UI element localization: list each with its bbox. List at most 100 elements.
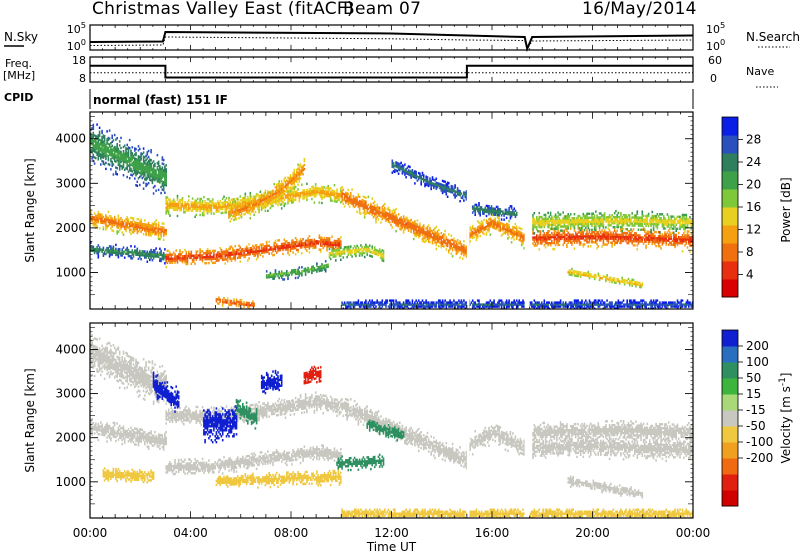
power-cell [151, 177, 154, 181]
power-cell [125, 153, 127, 156]
power-cell [233, 198, 235, 201]
power-cell [436, 230, 439, 233]
power-cell [260, 202, 263, 205]
power-cell [439, 237, 441, 240]
power-cell [245, 247, 248, 250]
power-cell [509, 205, 512, 208]
power-cell [250, 246, 253, 250]
power-cell [427, 234, 430, 237]
power-cell [319, 267, 322, 270]
power-cell [166, 253, 169, 257]
power-cell [165, 200, 167, 203]
power-cell [254, 210, 257, 214]
power-cell [164, 167, 166, 170]
power-cell [235, 201, 238, 205]
power-cell [333, 196, 336, 199]
power-cell [603, 243, 606, 246]
power-cell [494, 219, 497, 222]
power-cell [569, 233, 572, 236]
power-cell [602, 243, 605, 246]
power-cell [238, 201, 240, 204]
power-cell [645, 232, 647, 235]
power-cell [306, 243, 308, 246]
power-cell [455, 252, 458, 256]
power-cell [102, 140, 105, 143]
power-cell [199, 205, 201, 209]
power-cell [237, 201, 239, 204]
power-cell [223, 195, 225, 198]
power-cell [443, 180, 445, 183]
power-cell [449, 188, 451, 191]
power-cell [157, 164, 160, 167]
power-cell [298, 172, 301, 175]
power-cell [169, 251, 171, 254]
power-cell [179, 255, 181, 258]
power-cell [598, 239, 601, 242]
power-cell [494, 207, 497, 210]
power-cell [98, 130, 101, 133]
power-cell [186, 209, 189, 212]
power-cell [293, 168, 296, 172]
power-cell [275, 197, 278, 200]
power-cell [520, 233, 523, 237]
power-cell [332, 241, 335, 244]
power-cell [547, 232, 549, 235]
power-cell [176, 257, 179, 260]
power-cell [392, 216, 395, 220]
power-cell [441, 244, 444, 247]
power-cell [415, 172, 417, 176]
power-cell [566, 227, 568, 230]
power-cell [108, 255, 111, 258]
power-cell [335, 259, 337, 262]
power-cell [431, 236, 434, 239]
power-cell [139, 175, 141, 179]
power-cell [314, 240, 317, 243]
power-cell [585, 235, 587, 238]
power-cell [144, 219, 146, 222]
power-cell [239, 250, 242, 253]
power-cell [333, 241, 336, 245]
power-cell [108, 145, 111, 148]
power-cell [322, 266, 324, 270]
power-cell [229, 206, 231, 209]
power-cell [297, 250, 299, 254]
power-cell [434, 183, 436, 186]
power-cell [347, 249, 350, 253]
power-cell [587, 241, 590, 244]
power-cell [171, 261, 174, 264]
power-cell [318, 187, 321, 190]
power-cell [513, 232, 515, 235]
power-cell [284, 196, 287, 199]
power-cell [500, 228, 503, 231]
power-cell [233, 253, 235, 256]
power-cell [140, 164, 142, 167]
power-cell [92, 143, 95, 147]
power-cell [156, 162, 159, 165]
power-cell [401, 168, 404, 171]
power-cell [434, 241, 436, 244]
power-cell [128, 177, 131, 180]
power-cell [176, 255, 179, 258]
power-cell [366, 209, 368, 212]
power-cell [149, 176, 151, 179]
power-cell [172, 202, 175, 205]
power-cell [165, 210, 167, 213]
power-cell [312, 267, 314, 270]
power-cell [378, 208, 381, 212]
power-cell [169, 204, 171, 207]
power-cell [464, 248, 466, 251]
power-cell [183, 207, 185, 210]
power-cell [563, 229, 566, 232]
power-cell [495, 221, 498, 225]
power-cell [190, 203, 193, 206]
power-cell [98, 227, 101, 230]
power-cell [485, 208, 488, 212]
power-cell [117, 151, 120, 154]
power-cell [482, 227, 484, 230]
power-cell [627, 229, 630, 233]
power-cell [125, 151, 127, 154]
power-cell [533, 244, 536, 247]
power-cell [105, 218, 107, 221]
power-cell [551, 235, 553, 239]
power-cell [394, 211, 396, 214]
